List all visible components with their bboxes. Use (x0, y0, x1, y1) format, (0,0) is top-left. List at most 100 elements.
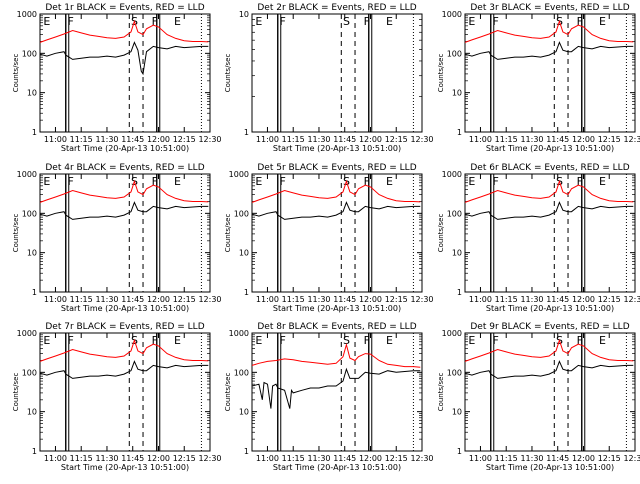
y-tick-label: 1 (32, 447, 37, 456)
flag-letter: F (67, 15, 73, 28)
x-axis-label: Start Time (20-Apr-13 10:51:00) (486, 304, 614, 313)
lld-series-line (39, 179, 209, 203)
lld-series-line (464, 179, 634, 203)
panel-title: Det 1r BLACK = Events, RED = LLD (45, 3, 204, 13)
x-tick-label: 11:45 (333, 454, 356, 463)
axes-frame (39, 332, 211, 452)
flag-letter: E (468, 175, 475, 188)
x-tick-label: 11:30 (520, 295, 543, 304)
flag-letter: F (364, 334, 370, 347)
flag-letter: E (386, 175, 393, 188)
x-tick-label: 11:15 (495, 135, 518, 144)
x-tick-label: 12:30 (410, 295, 433, 304)
y-tick-label: 1000 (442, 10, 462, 19)
x-axis-label: Start Time (20-Apr-13 10:51:00) (273, 144, 401, 153)
y-tick-label: 100 (22, 209, 37, 218)
axes-frame (251, 13, 423, 133)
y-tick-label: 10 (452, 249, 462, 258)
x-tick-label: 12:15 (385, 135, 408, 144)
flag-letter: F (152, 334, 158, 347)
flag-letter: F (279, 334, 285, 347)
detector-panel: Det 2r BLACK = Events, RED = LLD 1 10 Count… (224, 3, 434, 153)
x-tick-label: 11:30 (95, 295, 118, 304)
flag-letter: E (599, 334, 606, 347)
flag-letter: S (343, 15, 350, 28)
x-axis-label: Start Time (20-Apr-13 10:51:00) (486, 144, 614, 153)
flag-letter: F (492, 175, 498, 188)
x-tick-label: 12:00 (147, 135, 170, 144)
x-tick-label: 12:00 (359, 454, 382, 463)
axes-frame (39, 173, 211, 293)
y-tick-label: 100 (22, 368, 37, 377)
events-series-line (39, 360, 209, 379)
flag-letter: E (255, 15, 262, 28)
panel-title: Det 7r BLACK = Events, RED = LLD (45, 322, 204, 332)
flag-letter: E (599, 15, 606, 28)
x-axis-label: Start Time (20-Apr-13 10:51:00) (61, 144, 189, 153)
flag-letter: F (67, 175, 73, 188)
flag-letter: F (492, 15, 498, 28)
x-tick-label: 12:15 (173, 135, 196, 144)
flag-letter: E (43, 15, 50, 28)
lld-series-line (251, 342, 421, 368)
x-tick-label: 11:45 (121, 135, 144, 144)
x-tick-label: 11:00 (469, 295, 492, 304)
y-axis-label: Counts/sec (224, 214, 232, 253)
x-tick-label: 11:15 (70, 295, 93, 304)
y-tick-label: 10 (239, 10, 249, 19)
events-series-line (39, 41, 209, 76)
lld-series-line (39, 19, 209, 43)
flag-letter: E (599, 175, 606, 188)
y-tick-label: 10 (239, 249, 249, 258)
detector-panel: Det 7r BLACK = Events, RED = LLD 1 10 100 10… (12, 322, 222, 472)
x-tick-label: 11:30 (307, 135, 330, 144)
axes-frame (464, 13, 636, 133)
panel-title: Det 2r BLACK = Events, RED = LLD (257, 3, 416, 13)
flag-letter: F (279, 15, 285, 28)
lld-series-line (464, 338, 634, 362)
flag-letter: E (255, 175, 262, 188)
y-axis-label: Counts/sec (12, 373, 20, 412)
x-tick-label: 11:45 (121, 295, 144, 304)
y-tick-label: 10 (27, 249, 37, 258)
x-tick-label: 12:30 (410, 454, 433, 463)
events-series-line (39, 201, 209, 220)
y-tick-label: 100 (22, 49, 37, 58)
axes-frame (251, 173, 423, 293)
y-tick-label: 1 (244, 128, 249, 137)
x-tick-label: 12:30 (623, 454, 640, 463)
y-axis-label: Counts/sec (437, 214, 445, 253)
events-series-line (251, 201, 421, 220)
x-tick-label: 11:45 (546, 454, 569, 463)
lld-series-line (39, 338, 209, 362)
x-tick-label: 11:45 (121, 454, 144, 463)
detector-panel: Det 3r BLACK = Events, RED = LLD 1 10 100 10… (437, 3, 640, 153)
x-tick-label: 11:30 (520, 135, 543, 144)
detector-panel: Det 1r BLACK = Events, RED = LLD 1 10 100 10… (12, 3, 222, 153)
x-tick-label: 12:00 (572, 454, 595, 463)
flag-letter: E (43, 334, 50, 347)
x-tick-label: 12:00 (147, 295, 170, 304)
flag-letter: E (43, 175, 50, 188)
x-tick-label: 12:15 (598, 135, 621, 144)
flag-letter: E (468, 334, 475, 347)
events-series-line (464, 41, 634, 60)
axes-frame (464, 332, 636, 452)
x-tick-label: 12:15 (173, 295, 196, 304)
y-tick-label: 100 (447, 209, 462, 218)
y-axis-label: Counts/sec (224, 54, 232, 93)
x-tick-label: 12:00 (359, 135, 382, 144)
flag-letter: F (279, 175, 285, 188)
y-tick-label: 100 (234, 209, 249, 218)
x-tick-label: 11:15 (282, 135, 305, 144)
lld-series-line (251, 179, 421, 203)
y-tick-label: 1 (457, 128, 462, 137)
x-tick-label: 12:30 (198, 454, 221, 463)
panel-title: Det 3r BLACK = Events, RED = LLD (470, 3, 629, 13)
y-tick-label: 10 (452, 89, 462, 98)
x-axis-label: Start Time (20-Apr-13 10:51:00) (273, 463, 401, 472)
flag-letter: F (67, 334, 73, 347)
x-axis-label: Start Time (20-Apr-13 10:51:00) (273, 304, 401, 313)
